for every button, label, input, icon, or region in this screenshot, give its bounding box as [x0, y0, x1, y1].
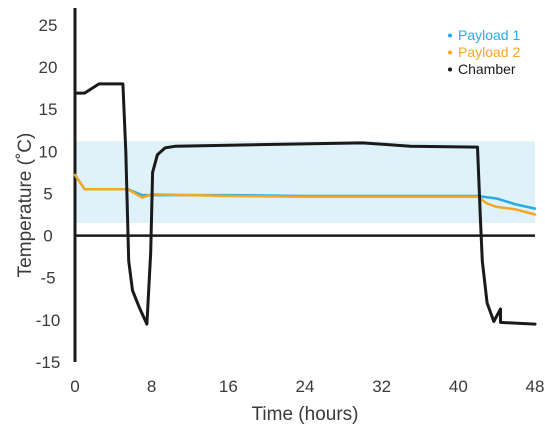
series-line-payload-2: [73, 173, 537, 216]
x-tick-label: 32: [372, 377, 391, 396]
x-axis-title: Time (hours): [252, 404, 359, 425]
y-tick-label: -15: [36, 353, 61, 372]
x-tick-label: 40: [449, 377, 468, 396]
y-tick-label: -5: [40, 269, 55, 288]
legend-marker: [448, 67, 452, 72]
legend-marker: [448, 50, 452, 55]
x-tick-label: 48: [526, 377, 545, 396]
legend-label: Payload 1: [458, 27, 520, 43]
y-axis-title: Temperature (˚C): [15, 133, 36, 278]
y-tick-label: 0: [43, 227, 52, 246]
x-tick-label: 0: [70, 377, 79, 396]
y-tick-label: -10: [36, 311, 61, 330]
y-tick-label: 10: [39, 142, 58, 161]
legend-label: Payload 2: [458, 44, 520, 60]
series-line-chamber: [73, 82, 537, 326]
y-tick-label: 20: [39, 58, 58, 77]
x-tick-label: 16: [219, 377, 238, 396]
y-tick-label: 5: [43, 184, 52, 203]
x-tick-label: 8: [147, 377, 156, 396]
acceptable-range-band: [75, 141, 535, 223]
y-tick-label: 25: [39, 16, 58, 35]
x-tick-label: 24: [296, 377, 315, 396]
legend-marker: [448, 33, 452, 38]
y-tick-label: 15: [39, 100, 58, 119]
legend-label: Chamber: [458, 61, 516, 77]
